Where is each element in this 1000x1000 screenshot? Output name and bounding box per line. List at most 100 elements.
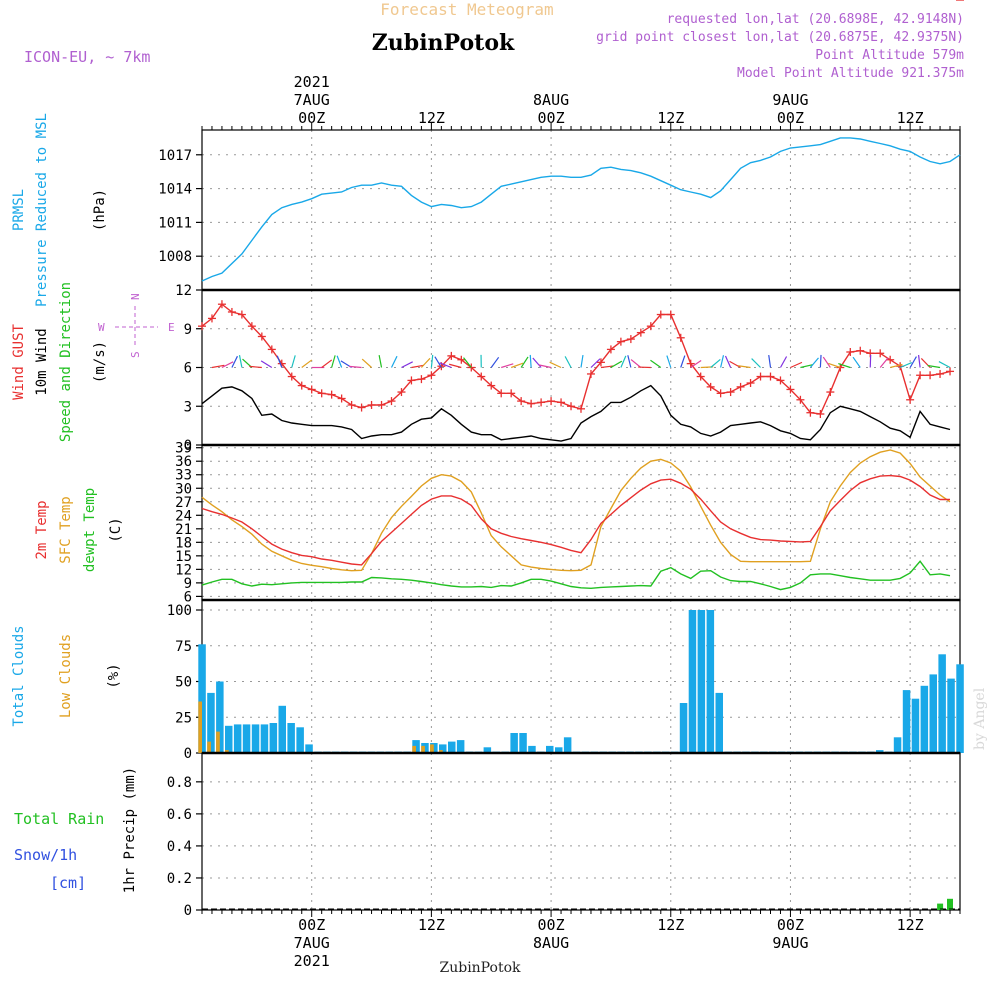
wind-direction-arrow — [580, 354, 584, 368]
clouds-label: Total Clouds — [11, 625, 27, 726]
gust-marker — [676, 333, 685, 342]
wind-direction-arrow — [448, 363, 462, 369]
gust-marker — [417, 375, 426, 384]
wind-ytick-label: 12 — [175, 283, 192, 299]
panels: 1008101110141017036912691215182124273033… — [158, 0, 964, 919]
temp-ytick-label: 21 — [175, 522, 192, 538]
precip-ytick-label: 0 — [184, 903, 192, 919]
top-time-label: 9AUG — [772, 91, 808, 109]
top-time-label: 8AUG — [533, 91, 569, 109]
wind-direction-arrow — [610, 360, 623, 369]
total-cloud-bar — [305, 744, 313, 753]
total-cloud-bar — [412, 740, 420, 753]
gust-marker — [247, 322, 256, 331]
wind-direction-arrow — [720, 355, 725, 368]
clouds-ytick-label: 0 — [184, 746, 192, 762]
top-time-label: 12Z — [897, 109, 924, 127]
precip-ytick-label: 0.6 — [167, 807, 192, 823]
total-cloud-bar — [421, 743, 429, 753]
wind-direction-arrow — [564, 356, 572, 368]
wind-direction-arrow — [532, 357, 542, 368]
gust-marker — [317, 389, 326, 398]
pressure-label: PRMSL — [11, 189, 27, 231]
clouds-frame — [201, 599, 961, 754]
temp-label: 2m Temp — [34, 500, 50, 559]
bottom-time-label: 00Z — [298, 916, 325, 934]
wind-direction-arrow — [737, 365, 751, 369]
gust-marker — [347, 400, 356, 409]
compass-s: S — [129, 351, 142, 358]
bottom-time-label: 00Z — [538, 916, 565, 934]
wind-direction-arrow — [231, 355, 238, 368]
total-cloud-bar — [956, 664, 964, 753]
pressure-ytick-label: 1008 — [158, 249, 192, 265]
precip-rain-label: Total Rain — [14, 810, 104, 828]
temp-ytick-label: 39 — [175, 441, 192, 457]
wind-direction-arrow — [348, 365, 362, 369]
location-title: ZubinPotok — [372, 30, 515, 56]
total-cloud-bar — [679, 703, 688, 753]
total-cloud-bar — [947, 678, 955, 753]
low-cloud-bar — [421, 745, 425, 753]
temp-ytick-label: 36 — [175, 454, 192, 470]
gust-marker — [856, 346, 865, 355]
gust-marker — [696, 372, 705, 381]
bottom-time-label: 7AUG — [294, 934, 330, 952]
gust-marker — [327, 390, 336, 399]
gust-marker — [237, 310, 246, 319]
wind-direction-arrow — [529, 354, 532, 368]
watermark: by Angel — [972, 687, 988, 750]
precip-ytick-label: 0.4 — [167, 839, 192, 855]
temp-label: (C) — [108, 517, 124, 542]
wind-direction-arrow — [600, 365, 614, 369]
gust-marker — [487, 381, 496, 390]
t2m-line — [201, 474, 950, 566]
low-cloud-bar — [207, 741, 211, 753]
total-cloud-bar — [563, 737, 572, 753]
gust-marker — [946, 367, 955, 376]
wind-direction-arrow — [463, 357, 472, 368]
wind-panel: 0 3 6 9 12 — [175, 0, 964, 454]
wind-label: Speed and Direction — [58, 282, 74, 442]
gust-marker — [766, 372, 775, 381]
gust-marker — [257, 332, 266, 341]
bottom-time-label: 8AUG — [533, 934, 569, 952]
low-cloud-bar — [216, 731, 220, 753]
total-cloud-bar — [456, 740, 465, 753]
gust-marker — [547, 397, 556, 406]
wind-ytick-label: 9 — [184, 322, 192, 338]
gust-marker — [477, 372, 486, 381]
total-cloud-bar — [510, 733, 518, 753]
wind-direction-arrow — [879, 357, 889, 368]
precip-panel: 0 0.2 0.4 0.6 0.8 — [167, 752, 961, 919]
wind-direction-arrow — [501, 363, 514, 369]
gust-marker — [646, 322, 655, 331]
temp-ytick-label: 12 — [175, 562, 192, 578]
bottom-time-label: 12Z — [897, 916, 924, 934]
compass-e: E — [168, 321, 175, 334]
wind-label: (m/s) — [92, 341, 108, 383]
gust-marker — [796, 395, 805, 404]
temp-label: dewpt Temp — [82, 488, 98, 572]
total-cloud-bar — [893, 737, 902, 753]
clouds-label: (%) — [106, 663, 122, 688]
top-time-label: 00Z — [777, 109, 804, 127]
temp-ytick-label: 18 — [175, 535, 192, 551]
gust-marker — [217, 300, 226, 309]
wind-direction-arrow — [768, 354, 772, 368]
pressure-frame — [201, 129, 961, 291]
wind-direction-arrow — [276, 355, 283, 368]
wind-direction-arrow — [822, 356, 831, 368]
gust-marker — [706, 382, 715, 391]
temp-ytick-label: 15 — [175, 549, 192, 565]
top-time-label: 12Z — [418, 109, 445, 127]
gust-line — [201, 303, 951, 415]
wind-ytick-label: 3 — [184, 399, 192, 415]
total-cloud-bar — [278, 705, 286, 753]
gust-marker — [367, 400, 376, 409]
gust-marker — [906, 395, 915, 404]
total-cloud-bar — [519, 733, 527, 753]
low-cloud-bar — [439, 750, 443, 753]
gust-marker — [557, 398, 566, 407]
